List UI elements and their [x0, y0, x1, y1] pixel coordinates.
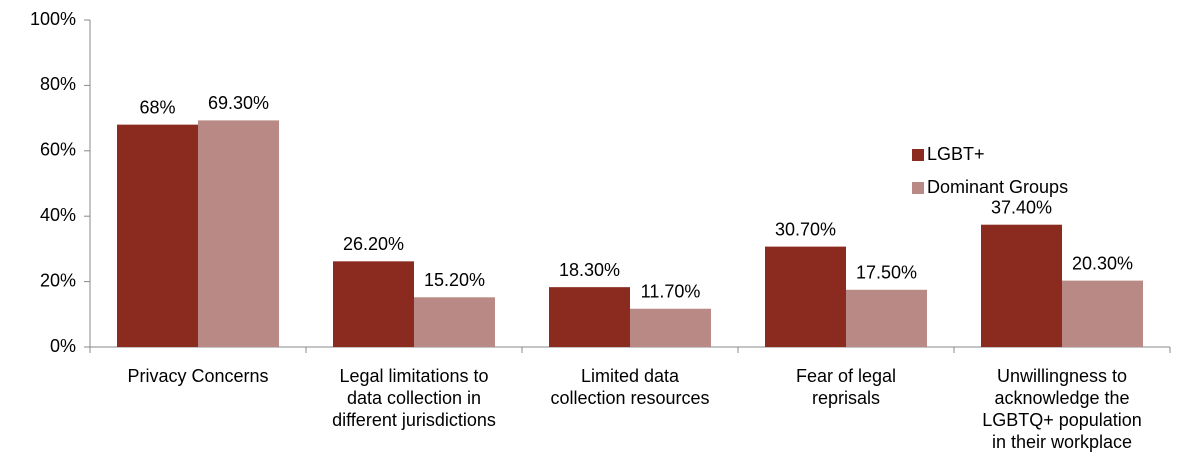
x-tick-label: Limited data collection resources: [550, 366, 710, 408]
y-tick-label: 100%: [30, 9, 76, 29]
value-label: 30.70%: [775, 219, 836, 239]
legend-label: LGBT+: [927, 144, 985, 164]
y-tick-label: 0%: [50, 336, 76, 356]
y-tick-label: 40%: [40, 205, 76, 225]
x-tick-label: Legal limitations to data collection in …: [332, 366, 496, 430]
bar: [333, 261, 414, 347]
bar: [414, 297, 495, 347]
y-tick-label: 80%: [40, 74, 76, 94]
value-label: 26.20%: [343, 234, 404, 254]
value-label: 18.30%: [559, 260, 620, 280]
legend-swatch: [912, 149, 924, 161]
value-label: 68%: [139, 97, 175, 117]
bar: [117, 124, 198, 347]
value-label: 20.30%: [1072, 253, 1133, 273]
value-label: 37.40%: [991, 197, 1052, 217]
bar: [765, 246, 846, 347]
legend-swatch: [912, 182, 924, 194]
y-tick-label: 20%: [40, 270, 76, 290]
bar: [846, 289, 927, 347]
bar: [981, 224, 1062, 347]
x-tick-label: Fear of legal reprisals: [795, 366, 897, 408]
value-label: 15.20%: [424, 270, 485, 290]
bar: [198, 120, 279, 347]
x-tick-label: Unwillingness to acknowledge the LGBTQ+ …: [982, 366, 1142, 452]
legend-label: Dominant Groups: [927, 177, 1068, 197]
value-label: 11.70%: [641, 281, 701, 301]
bar: [1062, 280, 1143, 347]
y-tick-label: 60%: [40, 140, 76, 160]
x-tick-label: Privacy Concerns: [127, 366, 269, 386]
value-label: 69.30%: [208, 93, 269, 113]
value-label: 17.50%: [856, 263, 917, 283]
bar: [549, 287, 630, 347]
bar: [630, 308, 711, 347]
